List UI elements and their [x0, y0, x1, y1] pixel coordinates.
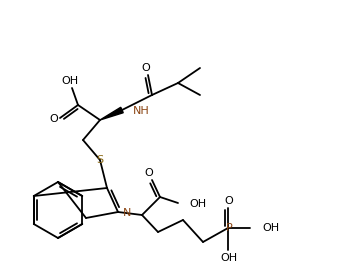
- Text: N: N: [123, 208, 131, 218]
- Text: NH: NH: [133, 106, 150, 116]
- Text: OH: OH: [220, 253, 238, 263]
- Text: S: S: [96, 155, 103, 165]
- Text: OH: OH: [189, 199, 206, 209]
- Text: O: O: [145, 168, 153, 178]
- Text: O: O: [142, 63, 150, 73]
- Text: OH: OH: [262, 223, 279, 233]
- Text: OH: OH: [62, 76, 78, 86]
- Text: O: O: [225, 196, 233, 206]
- Text: P: P: [226, 223, 232, 233]
- Polygon shape: [100, 107, 123, 120]
- Text: O: O: [50, 114, 58, 124]
